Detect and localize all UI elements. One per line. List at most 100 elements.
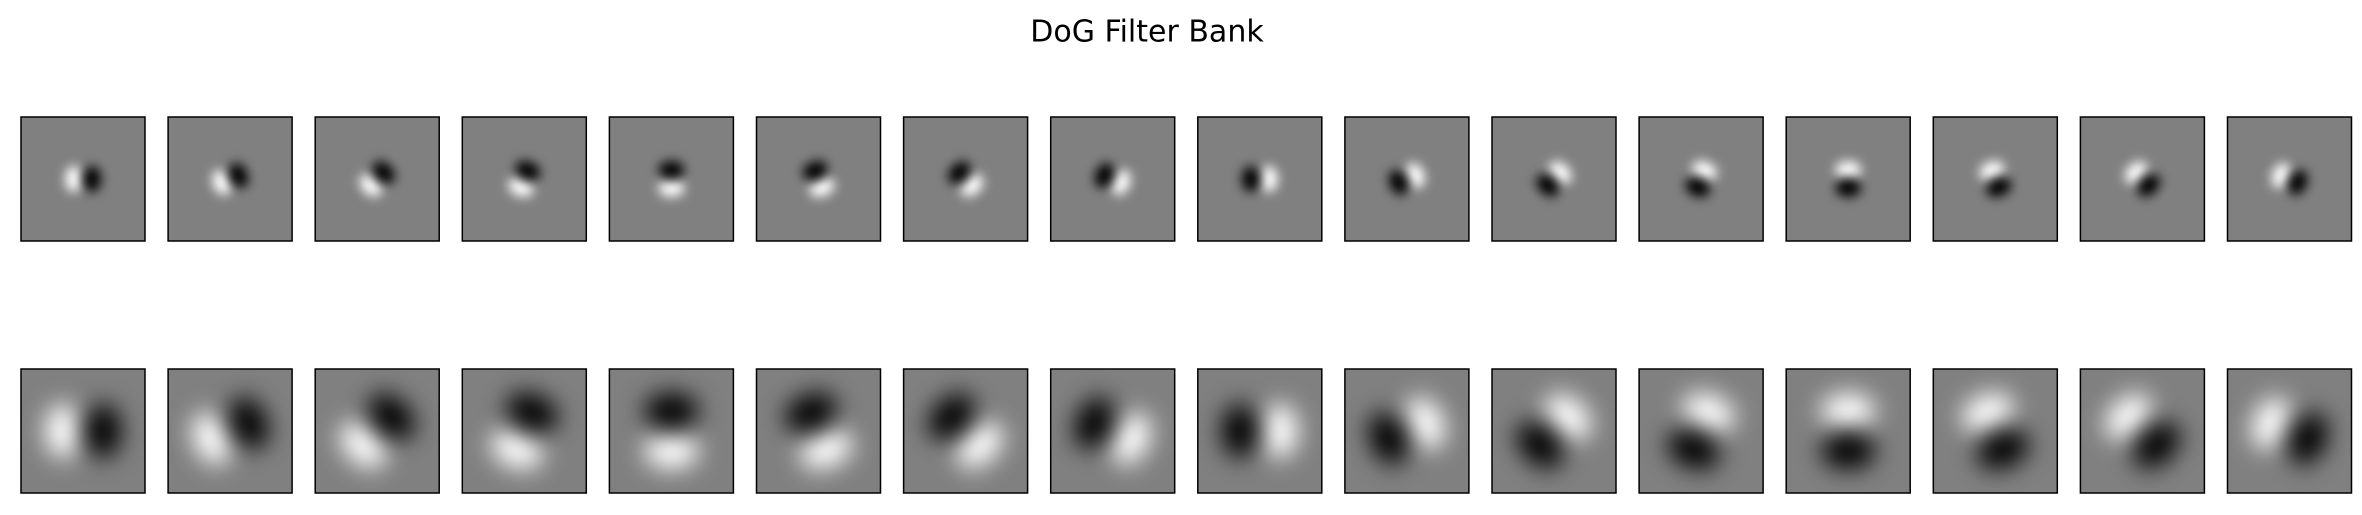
positive-lobe xyxy=(809,177,835,198)
negative-lobe xyxy=(1368,412,1409,465)
panel-bg xyxy=(1786,369,1911,493)
negative-lobe xyxy=(372,161,395,184)
negative-lobe xyxy=(1977,429,2029,470)
positive-lobe xyxy=(212,169,232,195)
positive-lobe xyxy=(960,174,984,197)
negative-lobe xyxy=(1388,169,1409,195)
filter-panel xyxy=(2227,117,2352,241)
panel-border xyxy=(2226,368,2353,494)
negative-lobe xyxy=(1986,177,2012,198)
filter-panel xyxy=(21,117,145,241)
panel-bg xyxy=(1344,369,1469,493)
positive-lobe xyxy=(644,433,699,469)
positive-lobe xyxy=(1111,412,1151,465)
negative-lobe xyxy=(1821,433,1876,469)
positive-lobe xyxy=(45,404,81,458)
positive-lobe xyxy=(1545,393,1592,440)
filter-panel xyxy=(609,117,734,241)
negative-lobe xyxy=(2288,412,2328,465)
positive-lobe xyxy=(2251,397,2291,450)
negative-lobe xyxy=(1094,163,1115,189)
negative-lobe xyxy=(1241,166,1260,192)
filter-panel xyxy=(2227,369,2352,493)
panel-bg xyxy=(168,369,293,493)
negative-lobe xyxy=(83,166,101,192)
panel-bg xyxy=(315,369,440,493)
panel-border xyxy=(755,368,882,494)
panel-border xyxy=(1932,368,2059,494)
panel-border xyxy=(314,116,440,242)
panel-bg xyxy=(903,369,1028,493)
panel-border xyxy=(902,116,1029,242)
panel-border xyxy=(461,368,588,494)
panel-border xyxy=(1491,368,1617,494)
filter-panel xyxy=(1492,369,1616,493)
positive-lobe xyxy=(1835,161,1862,179)
filter-panel xyxy=(462,369,587,493)
negative-lobe xyxy=(515,160,541,181)
filter-panel xyxy=(1786,369,1911,493)
panel-border xyxy=(20,368,146,494)
positive-lobe xyxy=(192,412,232,465)
filter-panel xyxy=(1050,369,1175,493)
panel-border xyxy=(314,368,440,494)
negative-lobe xyxy=(1835,179,1862,197)
panel-border xyxy=(1491,116,1617,242)
panel-border xyxy=(755,116,882,242)
negative-lobe xyxy=(2288,169,2308,195)
positive-lobe xyxy=(800,429,853,470)
positive-lobe xyxy=(490,429,543,470)
negative-lobe xyxy=(2133,422,2180,469)
filter-panel xyxy=(2080,369,2205,493)
positive-lobe xyxy=(508,177,534,198)
filter-panel xyxy=(756,117,881,241)
negative-lobe xyxy=(2137,174,2160,197)
negative-lobe xyxy=(228,397,269,450)
filter-panel xyxy=(1197,117,1322,241)
filter-panel xyxy=(2080,117,2205,241)
filter-panel xyxy=(1492,117,1616,241)
panel-border xyxy=(167,368,293,494)
panel-border xyxy=(1638,368,1764,494)
positive-lobe xyxy=(1979,160,2005,181)
filter-panel xyxy=(609,369,734,493)
panel-bg xyxy=(1197,369,1322,493)
filter-panel xyxy=(21,369,145,493)
filter-panel xyxy=(1786,117,1911,241)
positive-lobe xyxy=(956,422,1003,469)
figure-title: DoG Filter Bank xyxy=(1030,15,1264,50)
panel-bg xyxy=(1639,369,1764,493)
filter-panel xyxy=(1197,369,1322,493)
negative-lobe xyxy=(928,393,975,440)
panel-border xyxy=(2079,116,2206,242)
negative-lobe xyxy=(784,392,837,433)
panel-border xyxy=(1344,116,1470,242)
positive-lobe xyxy=(2271,163,2291,189)
negative-lobe xyxy=(802,160,828,181)
panel-border xyxy=(2079,368,2206,494)
negative-lobe xyxy=(228,163,249,189)
panel-bg xyxy=(2227,369,2352,493)
panel-border xyxy=(608,368,735,494)
positive-lobe xyxy=(1692,160,1718,181)
panel-border xyxy=(1049,116,1176,242)
panel-bg xyxy=(1492,369,1616,493)
panel-border xyxy=(461,116,588,242)
panel-bg xyxy=(609,369,734,493)
positive-lobe xyxy=(1405,397,1445,450)
panel-border xyxy=(2226,116,2353,242)
negative-lobe xyxy=(1685,177,1711,198)
panel-border xyxy=(1932,116,2059,242)
filter-panel xyxy=(903,369,1028,493)
panel-bg xyxy=(1933,369,2058,493)
negative-lobe xyxy=(644,393,699,429)
negative-lobe xyxy=(658,161,685,179)
positive-lobe xyxy=(359,174,383,197)
negative-lobe xyxy=(948,161,971,184)
negative-lobe xyxy=(1667,429,1720,470)
positive-lobe xyxy=(658,179,685,197)
filter-panel xyxy=(462,117,587,241)
positive-lobe xyxy=(1111,169,1131,195)
